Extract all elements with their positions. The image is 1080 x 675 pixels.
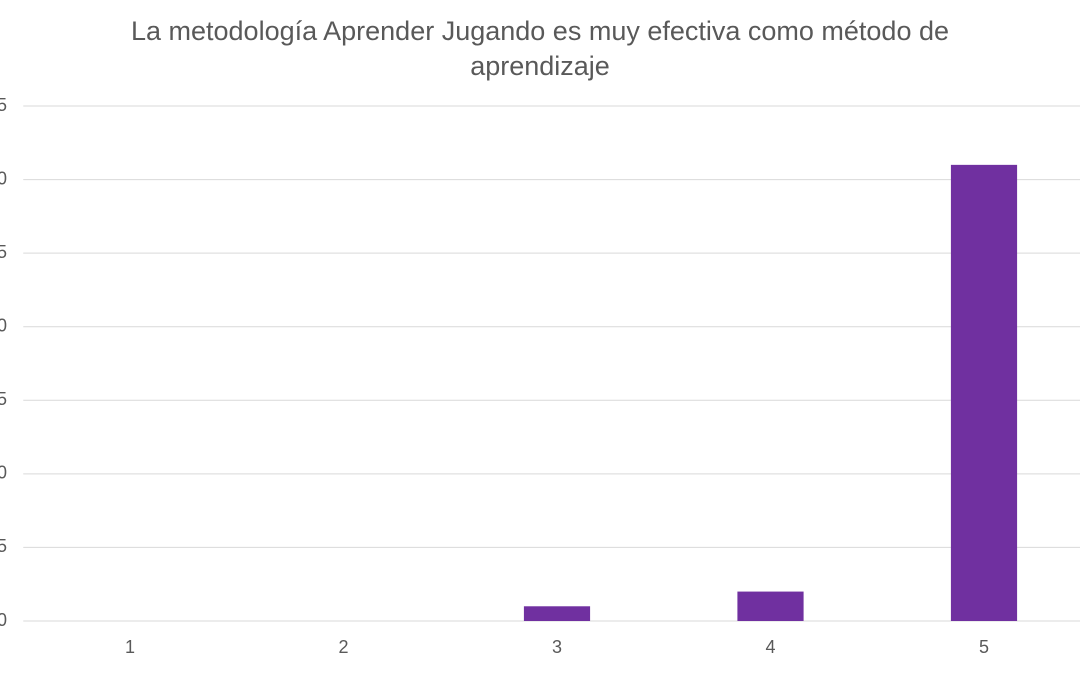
y-tick-label: 25 [0,242,7,262]
x-tick-label: 2 [338,637,348,657]
x-tick-label: 5 [979,637,989,657]
bar [523,606,591,621]
y-tick-label: 5 [0,536,7,556]
y-tick-label: 15 [0,389,7,409]
bar [950,164,1018,621]
y-tick-label: 30 [0,168,7,188]
x-tick-label: 4 [765,637,775,657]
x-tick-label: 3 [552,637,562,657]
y-tick-label: 10 [0,463,7,483]
y-tick-label: 20 [0,315,7,335]
y-tick-label: 35 [0,95,7,115]
y-tick-label: 0 [0,610,7,630]
x-tick-label: 1 [125,637,135,657]
bar [737,591,804,621]
chart-title: La metodología Aprender Jugando es muy e… [130,16,949,81]
